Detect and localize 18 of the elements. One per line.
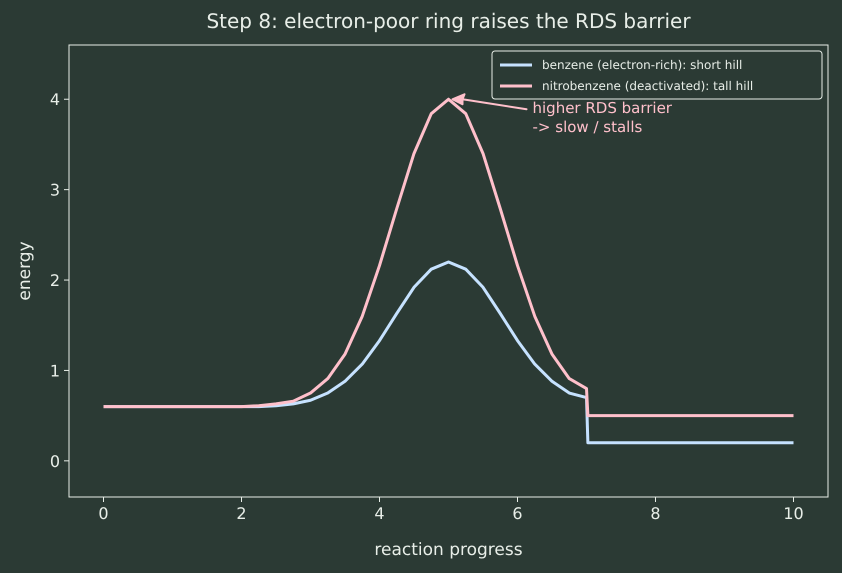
x-tick-label: 10	[783, 504, 804, 523]
line-series	[102, 98, 795, 418]
legend-label: nitrobenzene (deactivated): tall hill	[542, 79, 754, 93]
y-tick-label: 3	[50, 180, 60, 200]
x-tick-label: 4	[374, 504, 385, 523]
y-tick-label: 4	[50, 90, 60, 110]
annotation: higher RDS barrier -> slow / stalls	[532, 99, 673, 136]
x-tick-label: 0	[98, 504, 109, 523]
y-axis-title: energy	[15, 241, 35, 301]
x-tick-label: 8	[650, 504, 661, 523]
legend-label: benzene (electron-rich): short hill	[542, 58, 742, 72]
chart-title: Step 8: electron-poor ring raises the RDS barrier	[206, 9, 692, 33]
y-tick-label: 2	[50, 271, 60, 290]
x-tick-label: 6	[512, 504, 523, 523]
y-tick-label: 1	[50, 361, 60, 380]
x-tick-label: 2	[236, 504, 247, 523]
x-axis-title: reaction progress	[374, 540, 523, 560]
y-tick-label: 0	[50, 452, 60, 471]
